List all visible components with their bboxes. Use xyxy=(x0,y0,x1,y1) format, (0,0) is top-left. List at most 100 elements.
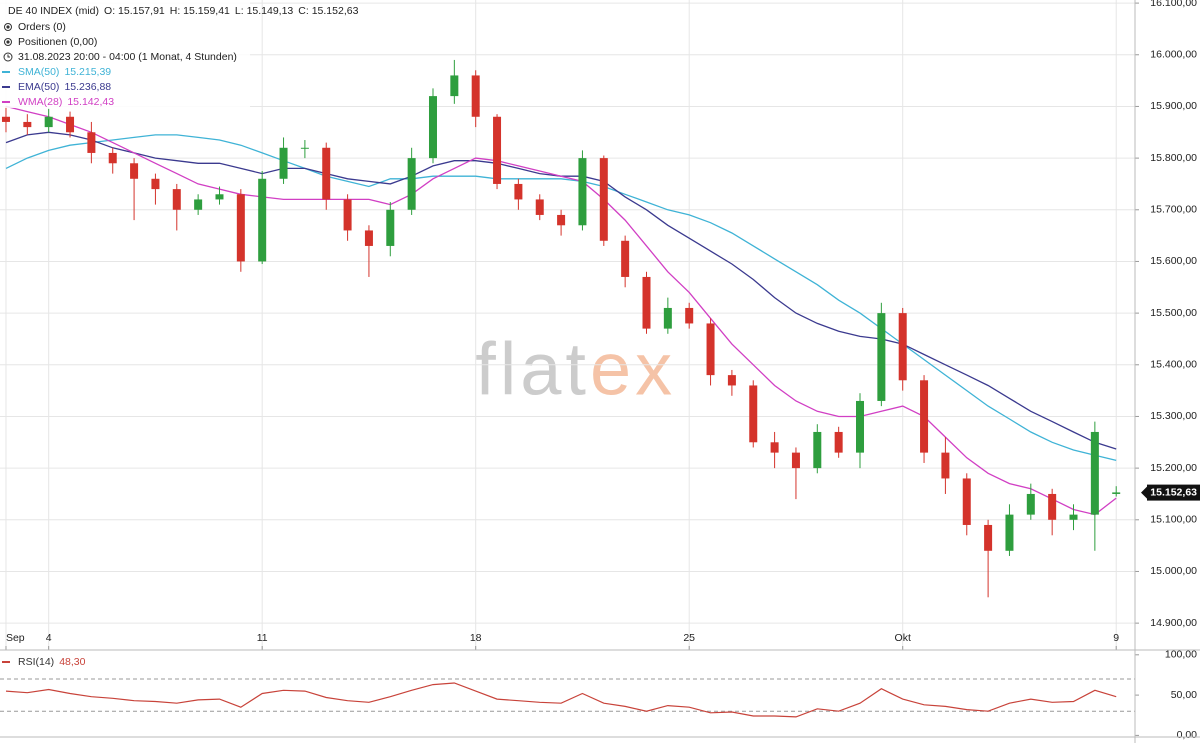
candle-body xyxy=(557,214,566,226)
candle-body xyxy=(108,152,117,164)
y-tick-label: 15.300,00 xyxy=(1150,410,1197,422)
candle-body xyxy=(535,199,544,215)
candle-body xyxy=(130,163,139,179)
candle-body xyxy=(386,209,395,246)
y-tick-label: 16.100,00 xyxy=(1150,0,1197,9)
price-tag-label: 15.152,63 xyxy=(1150,486,1197,498)
candle-body xyxy=(984,524,993,551)
x-tick-label: Okt xyxy=(895,632,911,644)
legend-name: WMA(28) xyxy=(18,96,62,108)
candle-body xyxy=(322,147,331,200)
x-tick-label: Sep xyxy=(6,632,25,644)
legend-entry: RSI(14) 48,30 xyxy=(18,656,86,668)
moving-average xyxy=(5,134,1117,462)
candle-body xyxy=(194,199,203,210)
legend-entry: WMA(28) 15.142,43 xyxy=(18,96,114,108)
candle-body xyxy=(898,313,907,381)
candle-body xyxy=(941,452,950,479)
candle-body xyxy=(215,194,224,200)
candle-body xyxy=(23,121,32,128)
y-tick-label: 15.400,00 xyxy=(1150,359,1197,371)
ohlc: O: 15.157,91 xyxy=(104,5,165,17)
header-bg xyxy=(0,0,250,108)
orders[interactable]: Orders (0) xyxy=(18,21,66,33)
icon xyxy=(3,52,13,62)
y-tick-label: 15.800,00 xyxy=(1150,152,1197,164)
positions[interactable]: Positionen (0,00) xyxy=(18,36,97,48)
candle-body xyxy=(1112,492,1121,494)
ohlc: H: 15.159,41 xyxy=(170,5,230,17)
candle-body xyxy=(258,178,267,262)
candle-body xyxy=(706,323,715,376)
icon xyxy=(6,25,10,29)
candle-body xyxy=(727,375,736,386)
candle-body xyxy=(749,385,758,443)
candle-body xyxy=(343,199,352,231)
icon xyxy=(7,54,10,58)
candle-body xyxy=(300,147,309,149)
candle-body xyxy=(151,178,160,190)
candle-body xyxy=(364,230,373,246)
candle-body xyxy=(1026,493,1035,515)
icon xyxy=(6,40,10,44)
ohlc: L: 15.149,13 xyxy=(235,5,294,17)
candle-body xyxy=(685,307,694,324)
candle-body xyxy=(407,158,416,210)
price-tag xyxy=(1147,484,1200,501)
candle-body xyxy=(279,147,288,179)
watermark-left: flat xyxy=(475,328,590,411)
period: 31.08.2023 20:00 - 04:00 (1 Monat, 4 Stu… xyxy=(18,51,237,63)
candle-body xyxy=(450,75,459,97)
candle-body xyxy=(663,307,672,329)
candle-body xyxy=(514,183,523,200)
y-tick-label: 15.100,00 xyxy=(1150,514,1197,526)
candle-body xyxy=(44,116,53,128)
y-tick-label: 15.900,00 xyxy=(1150,100,1197,112)
x-tick-label: 4 xyxy=(46,632,52,644)
candle-body xyxy=(66,116,75,133)
candle-body xyxy=(172,189,181,210)
candle-body xyxy=(493,116,502,184)
legend-value: 15.236,88 xyxy=(64,81,111,93)
candle-body xyxy=(1090,431,1099,515)
candle-body xyxy=(791,452,800,469)
moving-average xyxy=(5,105,1117,516)
candle-body xyxy=(428,96,437,159)
y-tick-label: 0,00 xyxy=(1177,729,1198,741)
candle-body xyxy=(770,442,779,453)
candle-body xyxy=(621,240,630,277)
y-tick-label: 15.000,00 xyxy=(1150,565,1197,577)
header: DE 40 INDEX (mid) O: 15.157,91 H: 15.159,4… xyxy=(0,0,359,108)
candle-body xyxy=(1005,514,1014,551)
y-tick-label: 15.600,00 xyxy=(1150,255,1197,267)
x-tick-label: 25 xyxy=(683,632,695,644)
legend-value: 15.215,39 xyxy=(64,66,111,78)
x-tick-label: 18 xyxy=(470,632,482,644)
candle-body xyxy=(962,478,971,525)
candle-body xyxy=(856,400,865,453)
candle-body xyxy=(471,75,480,117)
candle-body xyxy=(877,313,886,401)
legend-value: 15.142,43 xyxy=(67,96,114,108)
legend-value: 48,30 xyxy=(59,656,85,668)
candle-body xyxy=(578,158,587,226)
candle-body xyxy=(599,158,608,241)
candle-body xyxy=(920,380,929,453)
legend-name: RSI(14) xyxy=(18,656,54,668)
instrument: DE 40 INDEX (mid) O: 15.157,91 H: 15.159,4… xyxy=(8,5,359,17)
candle-body xyxy=(813,431,822,469)
y-tick-label: 16.000,00 xyxy=(1150,49,1197,61)
ohlc: C: 15.152,63 xyxy=(298,5,358,17)
price-tag-arrow xyxy=(1141,486,1147,499)
watermark-right: ex xyxy=(590,328,676,411)
candle-body xyxy=(87,132,96,153)
y-tick-label: 50,00 xyxy=(1171,689,1197,701)
legend-entry: SMA(50) 15.215,39 xyxy=(18,66,111,78)
candle-body xyxy=(1048,493,1057,520)
rsi-line xyxy=(5,682,1117,718)
legend-name: SMA(50) xyxy=(18,66,59,78)
y-tick-label: 15.500,00 xyxy=(1150,307,1197,319)
x-tick-label: 11 xyxy=(257,632,268,644)
